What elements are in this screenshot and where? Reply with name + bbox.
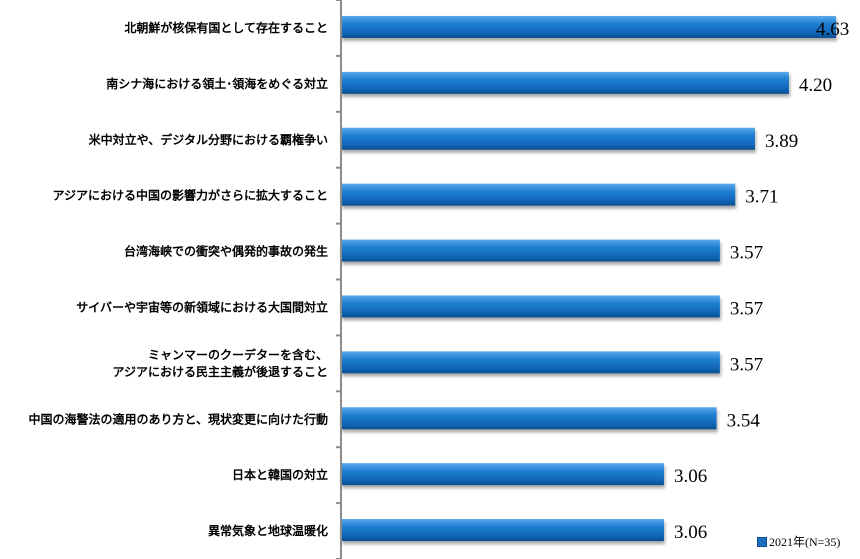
data-label: 3.54 (727, 410, 761, 431)
bar (341, 295, 720, 318)
data-label: 3.71 (745, 187, 778, 208)
bar (341, 351, 720, 374)
data-label: 3.57 (730, 298, 763, 319)
category-label: アジアにおける中国の影響力がさらに拡大すること (52, 188, 328, 203)
category-label: サイバーや宇宙等の新領域における大国間対立 (76, 299, 328, 314)
bar (341, 407, 717, 430)
category-label: 異常気象と地球温暖化 (208, 523, 328, 538)
bar (341, 239, 720, 262)
legend: 2021年(N=35) (757, 533, 840, 550)
data-label: 3.06 (674, 522, 707, 543)
data-label: 3.89 (765, 131, 798, 152)
category-label: 南シナ海における領土･領海をめぐる対立 (106, 76, 328, 91)
data-label: 3.57 (730, 354, 763, 375)
category-label: 台湾海峡での衝突や偶発的事故の発生 (124, 244, 328, 259)
category-label: ミャンマーのクーデターを含む、アジアにおける民主主義が後退すること (112, 347, 328, 379)
category-label: 中国の海警法の適用のあり方と、現状変更に向けた行動 (28, 411, 328, 426)
bar (341, 127, 755, 150)
category-label: 日本と韓国の対立 (232, 467, 328, 482)
legend-swatch (757, 536, 767, 547)
bar (341, 519, 664, 542)
category-label: 北朝鮮が核保有国として存在すること (124, 20, 328, 35)
bar (341, 71, 789, 94)
bar (341, 463, 664, 486)
data-label: 4.20 (799, 75, 832, 96)
data-label: 4.63 (816, 19, 849, 40)
legend-label: 2021年(N=35) (769, 535, 841, 549)
data-label: 3.06 (674, 466, 707, 487)
data-label: 3.57 (730, 243, 763, 264)
category-label: 米中対立や、デジタル分野における覇権争い (89, 132, 328, 147)
bar (341, 15, 837, 38)
bar (341, 183, 736, 206)
